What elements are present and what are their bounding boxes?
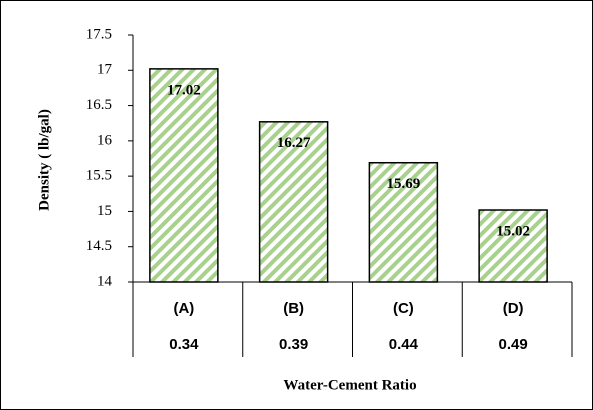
y-tick-label: 16 (97, 132, 113, 148)
bar (149, 68, 219, 283)
y-tick-label: 17.5 (86, 26, 112, 42)
value-label: 15.69 (387, 176, 421, 192)
y-axis-title: Density ( lb/gal) (36, 109, 52, 211)
x-tick-label: (B) (283, 300, 304, 317)
value-label: 17.02 (167, 82, 201, 98)
x-tick-sublabel: 0.39 (279, 336, 308, 353)
y-tick-label: 16.5 (86, 97, 112, 113)
y-tick-label: 15.5 (86, 168, 112, 184)
y-tick-label: 15 (97, 203, 112, 219)
x-tick-sublabel: 0.34 (169, 336, 199, 353)
value-label: 15.02 (496, 223, 530, 239)
y-tick-label: 14 (97, 273, 113, 289)
y-tick-label: 14.5 (86, 238, 112, 254)
x-tick-sublabel: 0.44 (389, 336, 419, 353)
x-tick-sublabel: 0.49 (499, 336, 528, 353)
bar (258, 121, 329, 283)
bar (368, 161, 439, 283)
x-tick-label: (A) (173, 300, 194, 317)
x-tick-label: (D) (503, 300, 524, 317)
value-label: 16.27 (277, 135, 311, 151)
x-axis-title: Water-Cement Ratio (283, 377, 416, 393)
x-tick-label: (C) (393, 300, 414, 317)
y-tick-label: 17 (97, 62, 113, 78)
bar (478, 209, 548, 283)
